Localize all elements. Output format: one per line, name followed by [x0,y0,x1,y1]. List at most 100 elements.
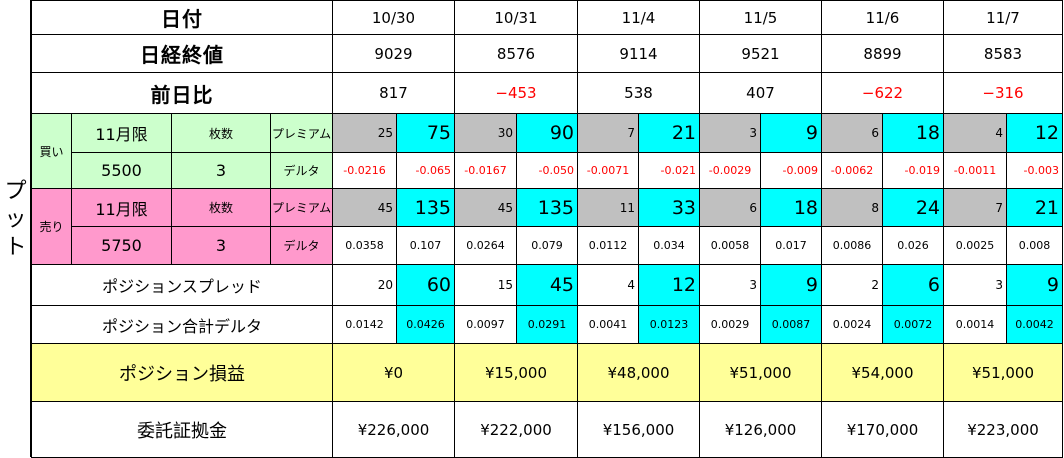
sell-delta-total[interactable]: 0.008 [1006,226,1063,265]
buy-delta-total[interactable]: -0.019 [882,152,944,189]
buy-premium-total[interactable]: 9 [760,113,822,153]
date-cell[interactable]: 11/4 [577,0,700,35]
position-delta-unit[interactable]: 0.0097 [454,305,517,344]
sell-delta-unit[interactable]: 0.0264 [454,226,517,265]
sell-delta-total[interactable]: 0.079 [516,226,578,265]
sell-side-label[interactable]: 売り [31,188,72,265]
position-delta-total[interactable]: 0.0291 [516,305,578,344]
position-pnl-cell[interactable]: ¥0 [332,343,455,402]
sell-premium-total[interactable]: 135 [396,188,455,227]
sell-qty-label[interactable]: 枚数 [171,188,271,227]
sell-premium-total[interactable]: 135 [516,188,578,227]
date-cell[interactable]: 10/30 [332,0,455,35]
buy-side-label[interactable]: 買い [31,113,72,189]
sell-premium-unit[interactable]: 8 [821,188,883,227]
nikkei-close-header[interactable]: 日経終値 [31,34,333,73]
sell-qty[interactable]: 3 [171,226,271,265]
position-delta-total[interactable]: 0.0087 [760,305,822,344]
position-pnl-cell[interactable]: ¥54,000 [821,343,944,402]
sell-premium-total[interactable]: 24 [882,188,944,227]
margin-label[interactable]: 委託証拠金 [31,401,333,458]
nikkei-close-cell[interactable]: 8583 [943,34,1063,73]
sell-premium-unit[interactable]: 45 [332,188,397,227]
spread-unit[interactable]: 15 [454,264,517,306]
buy-qty[interactable]: 3 [171,152,271,189]
margin-cell[interactable]: ¥156,000 [577,401,700,458]
buy-premium-unit[interactable]: 30 [454,113,517,153]
date-cell[interactable]: 11/5 [699,0,822,35]
sell-delta-unit[interactable]: 0.0058 [699,226,761,265]
spread-unit[interactable]: 3 [943,264,1007,306]
position-total-delta-label[interactable]: ポジション合計デルタ [31,305,333,344]
sell-premium-total[interactable]: 18 [760,188,822,227]
nikkei-close-cell[interactable]: 9114 [577,34,700,73]
position-pnl-label[interactable]: ポジション損益 [31,343,333,402]
sell-delta-unit[interactable]: 0.0025 [943,226,1007,265]
buy-delta-total[interactable]: -0.003 [1006,152,1063,189]
position-delta-unit[interactable]: 0.0142 [332,305,397,344]
buy-premium-unit[interactable]: 6 [821,113,883,153]
spread-total[interactable]: 60 [396,264,455,306]
position-delta-unit[interactable]: 0.0024 [821,305,883,344]
margin-cell[interactable]: ¥222,000 [454,401,578,458]
buy-qty-label[interactable]: 枚数 [171,113,271,153]
buy-premium-unit[interactable]: 25 [332,113,397,153]
sell-delta-total[interactable]: 0.017 [760,226,822,265]
margin-cell[interactable]: ¥170,000 [821,401,944,458]
sell-premium-unit[interactable]: 45 [454,188,517,227]
buy-premium-total[interactable]: 12 [1006,113,1063,153]
sell-delta-label[interactable]: デルタ [270,226,333,265]
change-cell[interactable]: 538 [577,72,700,114]
buy-premium-total[interactable]: 90 [516,113,578,153]
spread-unit[interactable]: 20 [332,264,397,306]
nikkei-close-cell[interactable]: 8576 [454,34,578,73]
spread-total[interactable]: 45 [516,264,578,306]
position-delta-unit[interactable]: 0.0041 [577,305,639,344]
buy-month[interactable]: 11月限 [71,113,172,153]
change-cell[interactable]: 817 [332,72,455,114]
nikkei-close-cell[interactable]: 9521 [699,34,822,73]
position-pnl-cell[interactable]: ¥51,000 [699,343,822,402]
change-cell[interactable]: −453 [454,72,578,114]
spread-unit[interactable]: 2 [821,264,883,306]
position-pnl-cell[interactable]: ¥48,000 [577,343,700,402]
position-delta-total[interactable]: 0.0042 [1006,305,1063,344]
sell-premium-unit[interactable]: 11 [577,188,639,227]
buy-strike[interactable]: 5500 [71,152,172,189]
date-cell[interactable]: 11/6 [821,0,944,35]
change-cell[interactable]: −622 [821,72,944,114]
spread-unit[interactable]: 4 [577,264,639,306]
sell-premium-total[interactable]: 21 [1006,188,1063,227]
buy-premium-total[interactable]: 21 [638,113,700,153]
buy-delta-unit[interactable]: -0.0011 [943,152,1007,189]
position-pnl-cell[interactable]: ¥51,000 [943,343,1063,402]
buy-delta-unit[interactable]: -0.0029 [699,152,761,189]
sell-delta-unit[interactable]: 0.0358 [332,226,397,265]
spread-unit[interactable]: 3 [699,264,761,306]
sell-premium-unit[interactable]: 7 [943,188,1007,227]
sell-delta-total[interactable]: 0.034 [638,226,700,265]
buy-delta-unit[interactable]: -0.0216 [332,152,397,189]
sell-premium-label[interactable]: プレミアム [270,188,333,227]
buy-premium-unit[interactable]: 3 [699,113,761,153]
buy-delta-unit[interactable]: -0.0167 [454,152,517,189]
margin-cell[interactable]: ¥226,000 [332,401,455,458]
buy-premium-total[interactable]: 18 [882,113,944,153]
spread-total[interactable]: 6 [882,264,944,306]
buy-delta-total[interactable]: -0.009 [760,152,822,189]
position-delta-total[interactable]: 0.0123 [638,305,700,344]
spread-total[interactable]: 12 [638,264,700,306]
nikkei-close-cell[interactable]: 8899 [821,34,944,73]
change-header[interactable]: 前日比 [31,72,333,114]
sell-delta-total[interactable]: 0.107 [396,226,455,265]
buy-delta-total[interactable]: -0.021 [638,152,700,189]
position-delta-total[interactable]: 0.0426 [396,305,455,344]
sell-delta-total[interactable]: 0.026 [882,226,944,265]
buy-delta-unit[interactable]: -0.0071 [577,152,639,189]
spread-total[interactable]: 9 [1006,264,1063,306]
change-cell[interactable]: −316 [943,72,1063,114]
date-cell[interactable]: 11/7 [943,0,1063,35]
margin-cell[interactable]: ¥126,000 [699,401,822,458]
position-delta-total[interactable]: 0.0072 [882,305,944,344]
sell-delta-unit[interactable]: 0.0112 [577,226,639,265]
